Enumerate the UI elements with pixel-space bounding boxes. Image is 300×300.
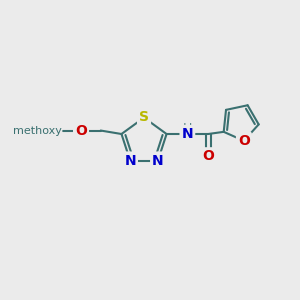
Text: H: H (183, 122, 192, 135)
Text: N: N (182, 127, 193, 141)
Text: methoxy: methoxy (13, 125, 61, 136)
Text: O: O (75, 124, 87, 137)
Text: N: N (152, 154, 164, 167)
Text: S: S (139, 110, 149, 124)
Text: O: O (238, 134, 250, 148)
Text: N: N (124, 154, 136, 167)
Text: O: O (202, 149, 214, 163)
